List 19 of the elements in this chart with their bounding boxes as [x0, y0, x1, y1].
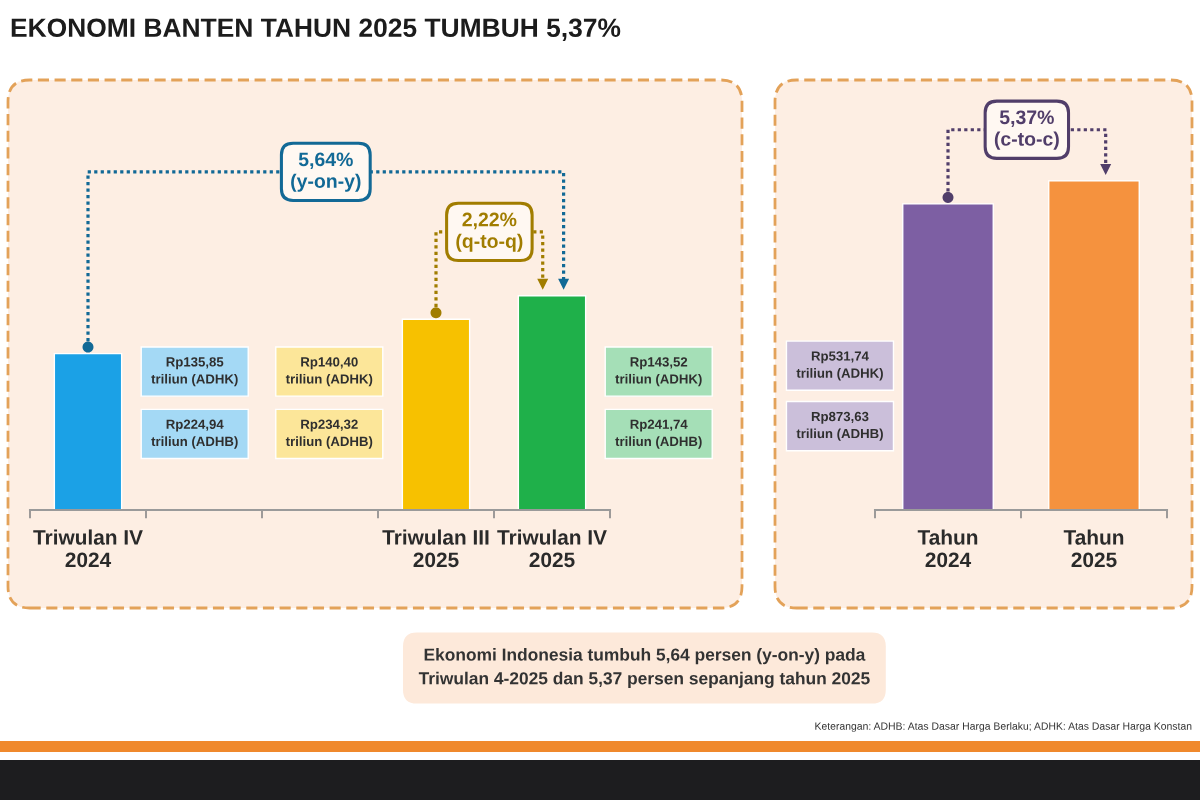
annotation: Rp135,85 triliun (ADHK) — [151, 357, 238, 387]
x-tick-label: Triwulan III 2025 — [382, 529, 489, 568]
text: Ekonomi Indonesia tumbuh 5,64 persen (y-on-y) pada Triwulan 4-2025 dan 5,37 persen sepanjang tahun 2025 — [418, 648, 870, 688]
annotation: Rp531,74 triliun (ADHK) — [796, 351, 883, 381]
text: 5,64% (y-on-y) — [291, 152, 361, 192]
annotation: Rp140,40 triliun (ADHK) — [285, 357, 373, 387]
text: 5,37% (c-to-c) — [994, 110, 1059, 150]
annotation: Rp873,63 triliun (ADHB) — [796, 411, 883, 441]
annotation: Rp234,32 triliun (ADHB) — [285, 419, 373, 449]
chart-title: EKONOMI BANTEN TAHUN 2025 TUMBUH 5,37% — [11, 18, 621, 41]
annotation: Rp224,94 triliun (ADHB) — [151, 419, 238, 449]
x-tick-label: Tahun 2024 — [917, 529, 978, 568]
x-tick-label: Tahun 2025 — [1063, 529, 1124, 568]
text: 2,22% (q-to-q) — [456, 212, 523, 252]
text: Rp143,52 triliun (ADHK) — [615, 357, 702, 387]
x-tick-label: Triwulan IV 2024 — [33, 529, 143, 568]
text: Rp241,74 triliun (ADHB) — [615, 419, 702, 449]
text: Keterangan: ADHB: Atas Dasar Harga Berlaku; ADHK: Atas Dasar Harga Konstan — [815, 722, 1192, 732]
x-tick-label: Triwulan IV 2025 — [497, 529, 607, 568]
